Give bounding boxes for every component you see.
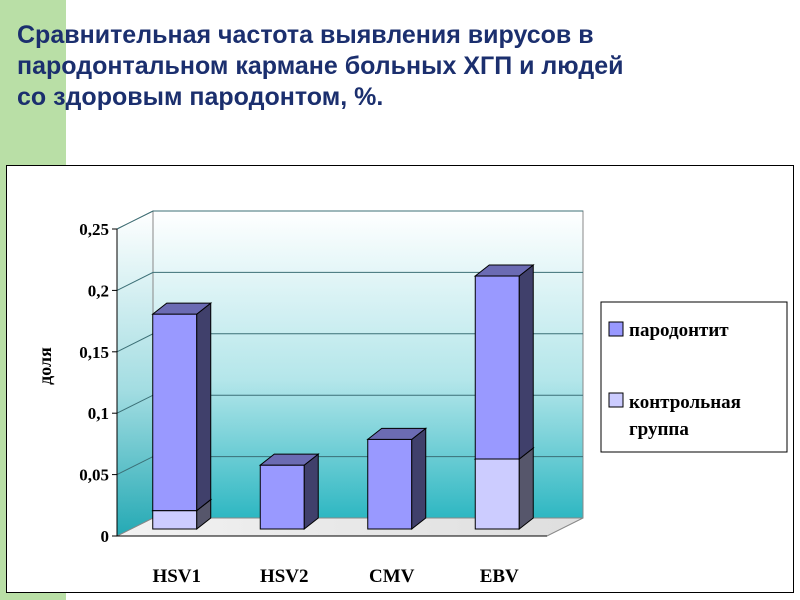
- stacked-bar-chart: 00,050,10,150,20,25 HSV1 HSV2 CMV EBV доля …: [35, 210, 788, 587]
- bar-segment-periodontitis-side: [303, 453, 319, 531]
- y-axis: 0 0,05 0,1 0,15 0,2 0,25: [79, 220, 547, 546]
- y-tick-label: 0,05: [79, 466, 109, 485]
- slide-title: Сравнительная частота выявления вирусов …: [17, 20, 787, 113]
- gridline: [116, 210, 583, 230]
- bar-segment-periodontitis-side: [411, 427, 427, 531]
- bar-segment-periodontitis: [151, 302, 213, 512]
- bar-segment-control: [473, 446, 535, 531]
- x-tick-label: HSV1: [152, 566, 201, 587]
- legend: пародонтит контрольная группа: [600, 301, 788, 453]
- x-tick-label: CMV: [369, 566, 415, 587]
- x-axis: HSV1 HSV2 CMV EBV: [152, 566, 519, 587]
- chart-bars: [151, 264, 535, 531]
- y-axis-label: доля: [35, 347, 55, 385]
- legend-label-control: контрольная группа: [629, 392, 741, 440]
- slide-title-line: Сравнительная частота выявления вирусов …: [17, 21, 594, 49]
- bar-segment-control-front: [474, 458, 520, 530]
- slide-title-line: пародонтальном кармане больных ХГП и люд…: [17, 52, 624, 80]
- slide-title-line: со здоровым пародонтом, %.: [17, 83, 384, 111]
- bar-segment-periodontitis: [473, 264, 535, 461]
- bar-segment-control-front: [152, 510, 198, 530]
- chart-frame: 0 0,05 0,1 0,15 0,2 0,25 HSV1 HSV2 CMV EBV доля …: [6, 165, 794, 593]
- bar-segment-periodontitis-front: [474, 275, 520, 460]
- legend-swatch-periodontitis: [608, 321, 624, 337]
- y-tick-label: 0,2: [88, 281, 109, 300]
- bar-segment-periodontitis-front: [152, 313, 198, 512]
- x-tick-label: HSV2: [260, 566, 309, 587]
- y-tick-label: 0: [101, 527, 110, 546]
- bar-segment-periodontitis: [366, 427, 428, 531]
- gridline: [116, 271, 583, 291]
- bar-segment-periodontitis-top: [258, 453, 320, 466]
- legend-box: [600, 301, 788, 453]
- bar-segment-periodontitis-side: [196, 302, 212, 512]
- y-tick-label: 0,1: [88, 404, 109, 423]
- bar-segment-periodontitis-top: [366, 427, 428, 440]
- bar-segment-periodontitis-top: [151, 302, 213, 315]
- y-tick-label: 0,15: [79, 343, 109, 362]
- bar-segment-periodontitis-front: [259, 464, 305, 530]
- bar-segment-periodontitis-front: [367, 438, 413, 530]
- chart-side-wall: [116, 210, 154, 537]
- x-tick-label: EBV: [480, 566, 519, 587]
- bar-segment-periodontitis-top: [473, 264, 535, 277]
- legend-label-periodontitis: пародонтит: [629, 320, 729, 341]
- bar-segment-periodontitis: [258, 453, 320, 531]
- bar-segment-periodontitis-side: [518, 264, 534, 461]
- y-tick-label: 0,25: [79, 220, 109, 239]
- bar-segment-control-side: [518, 446, 534, 531]
- legend-swatch-control: [608, 392, 624, 408]
